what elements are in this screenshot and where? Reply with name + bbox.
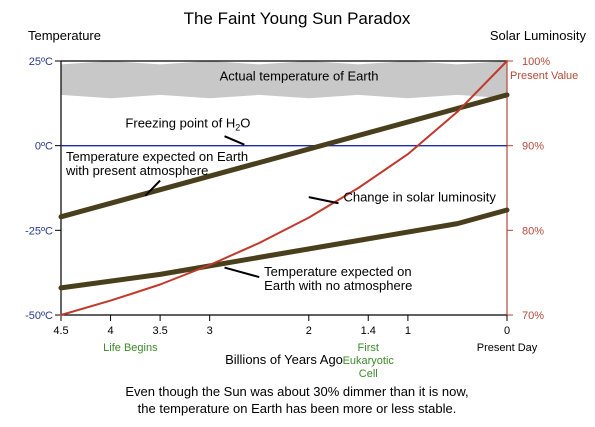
y-left-tick-label: -25ºC bbox=[25, 225, 53, 237]
x-tick-label: 1.4 bbox=[361, 325, 376, 337]
y-left-tick-label: 0ºC bbox=[35, 141, 53, 153]
y-right-tick-label: 90% bbox=[522, 141, 544, 153]
present-value-label: Present Value bbox=[510, 70, 578, 82]
x-tick-label: 0 bbox=[504, 325, 510, 337]
freezing-point-annotation: Freezing point of H2O bbox=[125, 115, 250, 132]
x-tick-label: 4 bbox=[107, 325, 113, 337]
no-atmosphere-annotation: Temperature expected on bbox=[264, 264, 411, 279]
milestone-label: Eukaryotic bbox=[343, 355, 395, 367]
luminosity-annotation: Change in solar luminosity bbox=[343, 190, 496, 205]
milestone-label: First bbox=[358, 342, 379, 354]
x-tick-label: 3.5 bbox=[152, 325, 167, 337]
x-tick-label: 2 bbox=[306, 325, 312, 337]
x-tick-label: 4.5 bbox=[53, 325, 68, 337]
no-atmosphere-annotation: Earth with no atmosphere bbox=[264, 278, 412, 293]
present-day-label: Present Day bbox=[477, 342, 538, 354]
present-atmosphere-annotation: Temperature expected on Earth bbox=[66, 149, 248, 164]
left-axis-label: Temperature bbox=[28, 28, 101, 43]
milestone-label: Cell bbox=[359, 368, 378, 380]
present-atmosphere-annotation: with present atmosphere bbox=[65, 163, 208, 178]
present-atmosphere-arrow bbox=[144, 179, 161, 197]
x-tick-label: 3 bbox=[207, 325, 213, 337]
chart-title: The Faint Young Sun Paradox bbox=[184, 9, 411, 28]
actual-temperature-label: Actual temperature of Earth bbox=[220, 69, 379, 84]
series-line-0 bbox=[58, 92, 510, 220]
right-axis-label: Solar Luminosity bbox=[490, 28, 587, 43]
y-right-tick-label: 100% bbox=[522, 56, 550, 68]
no-atmosphere-arrow bbox=[224, 266, 260, 279]
caption-line-2: the temperature on Earth has been more o… bbox=[138, 401, 457, 416]
x-tick-label: 1 bbox=[405, 325, 411, 337]
luminosity-arrow bbox=[308, 196, 339, 205]
milestone-label: Life Begins bbox=[103, 342, 158, 354]
caption-line-1: Even though the Sun was about 30% dimmer… bbox=[125, 384, 468, 399]
y-left-tick-label: 25ºC bbox=[29, 56, 53, 68]
plot-area: Actual temperature of Earth 25ºC 0ºC -25ºC -… bbox=[25, 56, 578, 380]
x-axis-label: Billions of Years Ago bbox=[225, 352, 343, 367]
series-line-1 bbox=[58, 207, 510, 291]
freezing-arrow bbox=[224, 135, 245, 146]
y-right-tick-label: 70% bbox=[522, 310, 544, 322]
series-line-2 bbox=[60, 60, 508, 316]
y-right-tick-label: 80% bbox=[522, 225, 544, 237]
y-left-tick-label: -50ºC bbox=[25, 310, 53, 322]
actual-temperature-band bbox=[61, 61, 507, 99]
